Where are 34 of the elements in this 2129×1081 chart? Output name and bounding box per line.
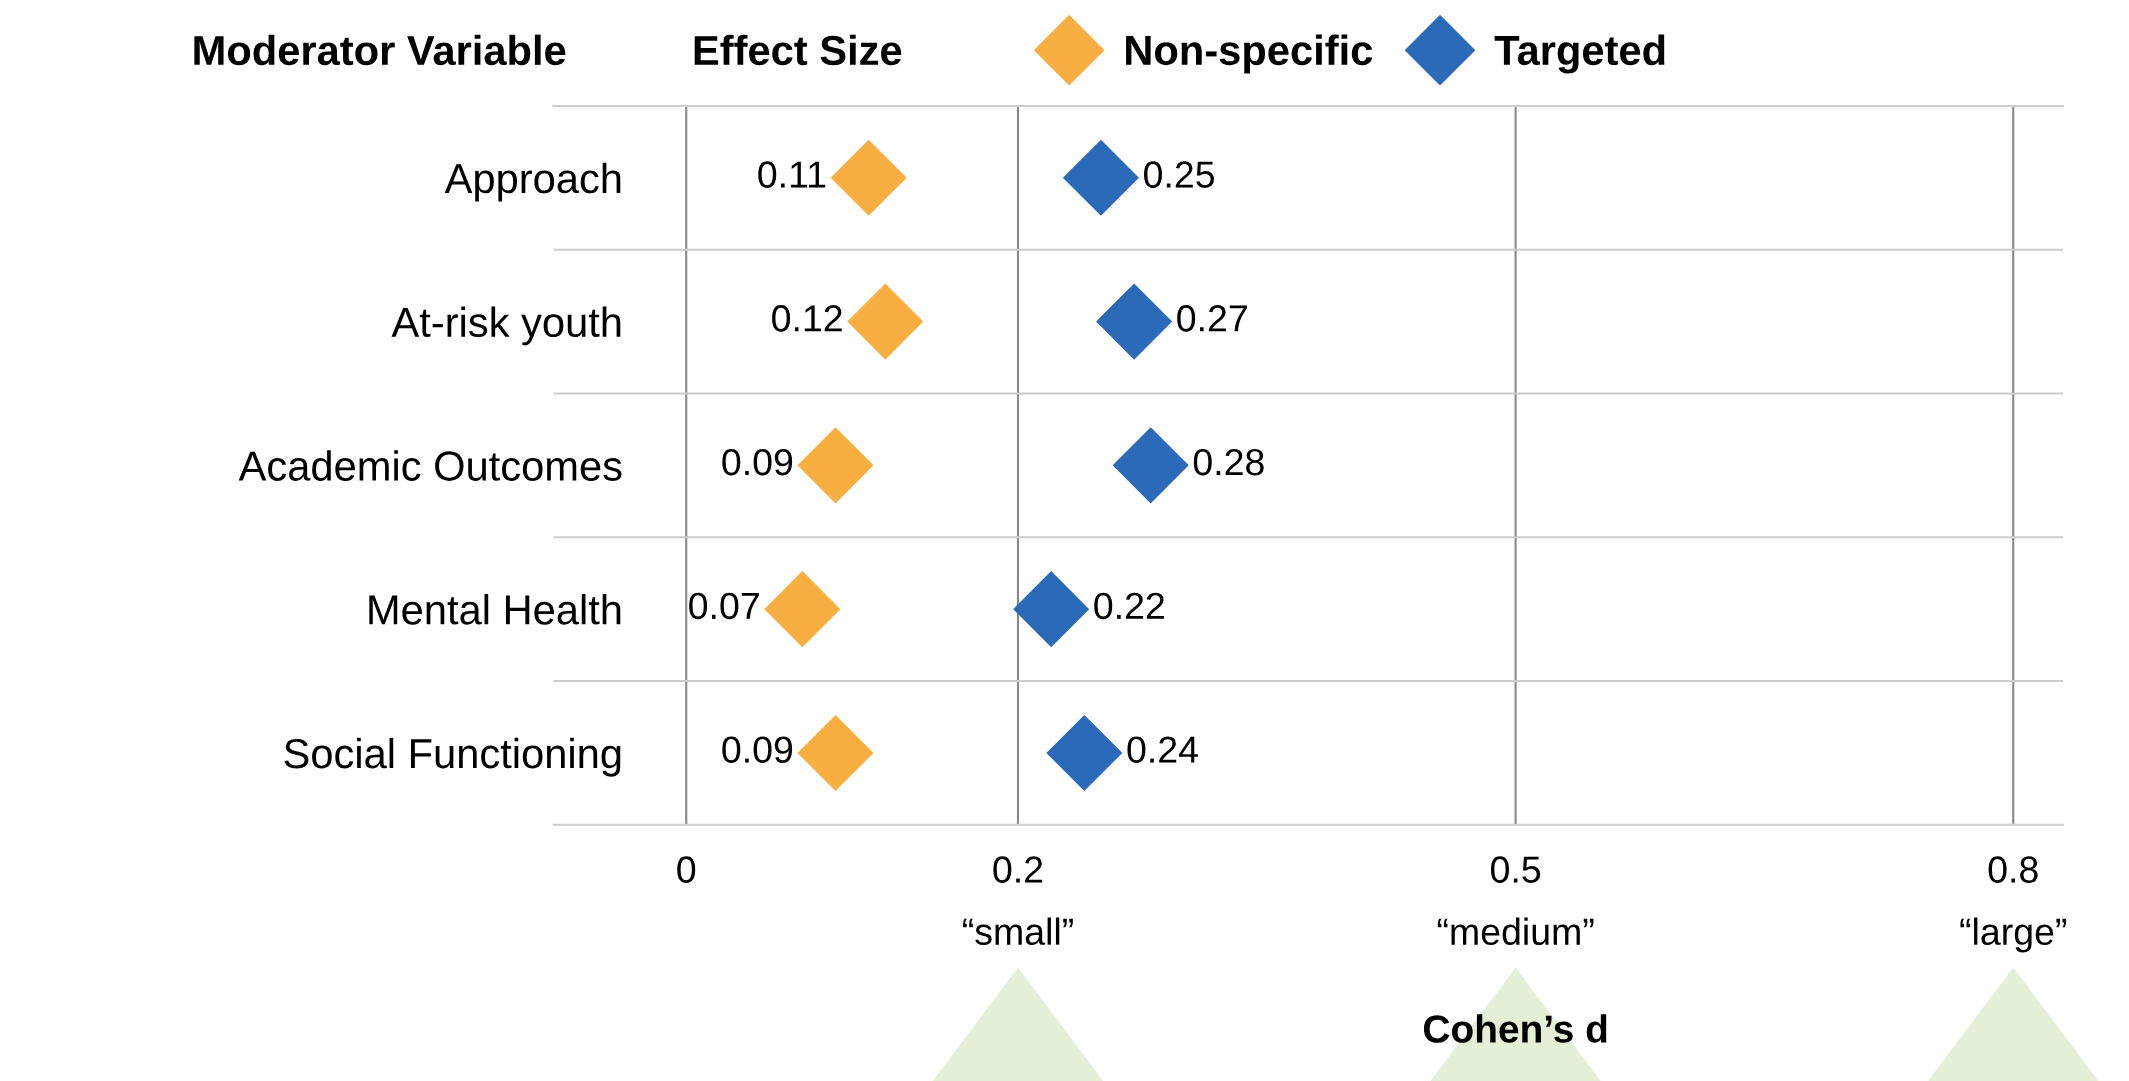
legend-title: Effect Size <box>694 34 902 66</box>
point <box>1013 571 1090 648</box>
data-label: 0.09 <box>722 448 793 476</box>
x-tick-label: 0.5 “medium” <box>1437 856 1594 946</box>
point <box>797 427 874 504</box>
x-tick-label: 0.8 “large” <box>1960 856 2067 953</box>
legend-label: Targeted <box>1494 34 1665 74</box>
data-label: 0.27 <box>1177 305 1247 332</box>
data-label: 0.11 <box>758 161 826 188</box>
x-tick-label: 0 <box>677 856 696 883</box>
data-label: 0.24 <box>1127 736 1198 763</box>
y-tick-label: At-risk youth <box>391 306 621 346</box>
data-label: 0.22 <box>1094 592 1164 620</box>
data-label: 0.12 <box>772 305 842 332</box>
point <box>797 714 874 791</box>
point <box>1062 139 1139 216</box>
data-label: 0.09 <box>722 736 793 763</box>
point <box>830 139 907 216</box>
point <box>847 283 924 360</box>
point <box>764 571 841 648</box>
y-tick-label: Approach <box>444 162 621 202</box>
data-label: 0.25 <box>1144 161 1215 188</box>
point <box>1046 714 1123 791</box>
y-tick-label: Social Functioning <box>284 737 621 777</box>
y-tick-label: Mental Health <box>369 594 621 625</box>
x-tick-label: 0.2 “small” <box>963 856 1073 946</box>
legend-label: Non-specific <box>1126 34 1373 74</box>
point <box>1112 427 1189 504</box>
y-axis-title: Moderator Variable <box>194 34 566 66</box>
point <box>1096 283 1173 360</box>
x-axis-title: Cohen’s d <box>1423 1014 1607 1043</box>
data-label: 0.07 <box>689 592 759 620</box>
data-label: 0.28 <box>1193 448 1264 476</box>
y-tick-label: Academic Outcomes <box>238 450 622 481</box>
